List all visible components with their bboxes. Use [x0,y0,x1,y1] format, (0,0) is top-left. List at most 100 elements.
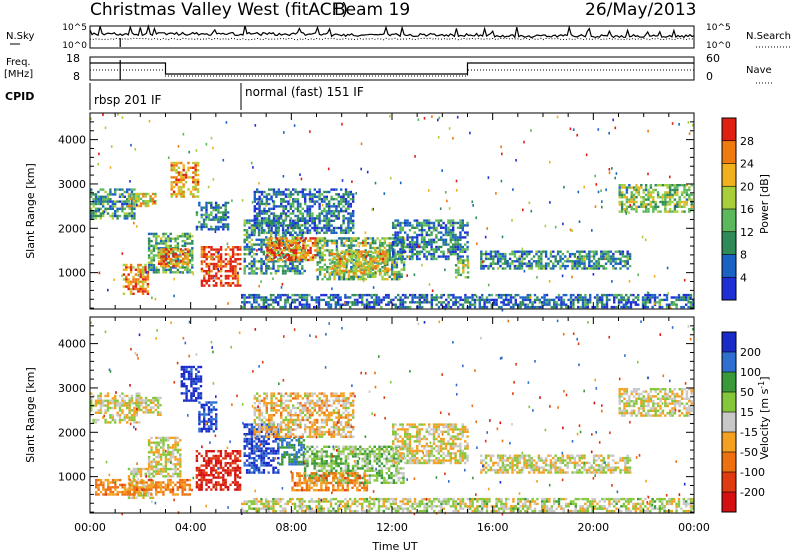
power-cell [186,260,190,263]
power-cell [121,188,124,191]
power-cell [649,301,652,304]
power-cell [404,245,407,249]
power-cell [344,198,348,201]
power-cell [626,252,629,256]
power-cell [605,293,609,297]
power-cell [484,264,488,268]
power-cell [195,228,199,231]
power-cell [260,305,263,309]
velocity-cell [205,430,208,433]
power-cell [366,242,370,245]
power-cell [258,222,261,225]
power-cell [364,266,367,269]
power-cell [418,257,421,261]
power-cell [457,271,460,274]
power-cell [284,231,288,234]
power-cell [249,251,251,255]
power-cell [641,298,645,302]
power-cell [205,143,208,146]
power-cell [330,205,333,208]
power-cell [281,229,285,232]
power-cell [137,274,140,277]
power-cell [179,248,182,251]
power-cell [673,210,677,213]
power-cell [386,269,390,273]
power-cell [576,133,578,137]
power-cell [624,262,627,265]
velocity-cell [135,411,138,414]
power-cell [658,301,661,304]
power-cell [290,242,293,245]
power-cell [255,296,258,299]
power-cell [167,239,170,243]
power-cell [383,278,387,281]
power-cell [293,219,297,222]
power-cell [272,207,276,210]
velocity-cell [192,392,195,395]
power-cell [496,250,500,253]
power-cell [308,207,312,210]
power-cell [528,250,531,253]
power-cell [323,224,326,227]
power-cell [573,267,577,270]
power-cell [554,255,557,258]
power-cell [121,274,123,278]
power-cell [255,298,258,302]
power-cell [281,253,285,256]
power-cell [174,255,178,258]
power-cell [363,305,366,309]
power-cell [307,251,310,254]
power-cell [365,298,369,302]
velocity-cell [135,472,138,475]
power-cell [499,255,502,258]
power-cell [200,262,204,266]
power-cell [309,249,312,252]
velocity-cell [123,414,126,417]
power-cell [280,242,283,245]
power-cell [141,275,145,279]
power-cell [372,286,375,289]
power-cell [130,214,134,218]
power-cell [127,283,130,286]
power-cell [265,210,268,213]
power-cell [605,188,607,192]
power-cell [174,256,177,260]
power-cell [323,198,326,201]
power-cell [295,237,298,240]
power-cell [316,224,319,227]
power-cell [219,274,223,278]
power-cell [126,214,129,218]
power-cell [381,249,384,252]
power-cell [518,255,521,258]
power-cell [196,169,200,172]
power-cell [123,200,126,203]
power-cell [250,293,253,297]
power-cell [125,278,128,281]
power-cell [114,212,117,215]
power-cell [210,136,213,140]
power-cell [454,276,458,279]
velocity-cell [192,399,195,402]
power-cell [292,254,295,257]
power-cell [214,204,218,207]
velocity-cell [104,418,107,422]
power-cell [489,255,493,258]
power-cell [576,264,579,268]
power-cell [635,210,638,213]
power-cell [191,251,194,255]
power-cell [605,298,609,302]
power-cell [113,278,115,281]
power-cell [200,267,204,270]
power-cell [481,298,484,302]
power-cell [308,293,311,297]
power-cell [338,264,342,268]
power-cell [656,196,660,199]
power-cell [369,237,372,240]
power-cell [284,298,287,302]
power-cell [308,205,312,208]
power-cell [253,265,256,268]
power-cell [231,246,235,249]
power-cell [687,293,690,297]
power-cell [184,248,187,251]
